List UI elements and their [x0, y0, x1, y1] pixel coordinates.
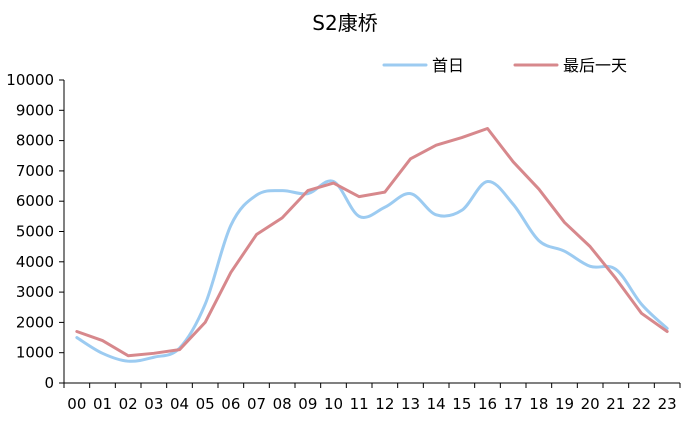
data-point [384, 191, 386, 193]
data-point [204, 303, 206, 305]
x-tick-label: 00 [67, 395, 86, 413]
y-tick-label: 5000 [16, 223, 54, 241]
data-point [666, 330, 668, 332]
data-point [153, 356, 155, 358]
x-tick-label: 04 [170, 395, 189, 413]
series-layer [75, 126, 669, 363]
data-point [153, 352, 155, 354]
data-point [486, 180, 488, 182]
y-tick-label: 6000 [16, 192, 54, 210]
x-tick-label: 14 [427, 395, 446, 413]
x-tick-label: 03 [144, 395, 163, 413]
data-point [512, 161, 514, 163]
x-tick-label: 09 [298, 395, 317, 413]
data-point [435, 144, 437, 146]
data-point [640, 312, 642, 314]
y-tick-label: 9000 [16, 101, 54, 119]
x-tick-label: 05 [196, 395, 215, 413]
data-point [358, 215, 360, 217]
data-point [409, 192, 411, 194]
series-line-1 [75, 179, 669, 363]
data-point [281, 217, 283, 219]
data-point [409, 158, 411, 160]
data-point [230, 271, 232, 273]
data-point [76, 330, 78, 332]
data-point [127, 355, 129, 357]
data-point [461, 136, 463, 138]
data-point [615, 268, 617, 270]
x-tick-label: 17 [504, 395, 523, 413]
data-point [178, 348, 180, 350]
legend-label: 最后一天 [563, 56, 627, 75]
legend-label: 首日 [432, 56, 464, 75]
data-point [512, 203, 514, 205]
data-point [589, 265, 591, 267]
x-tick-label: 20 [581, 395, 600, 413]
data-point [204, 321, 206, 323]
data-point [615, 277, 617, 279]
data-point [230, 224, 232, 226]
y-axis: 0 1000 2000 3000 4000 5000 6000 7000 8000 9000 100… [6, 71, 65, 392]
y-tick-label: 4000 [16, 253, 54, 271]
data-point [101, 339, 103, 341]
data-point [640, 303, 642, 305]
data-point [358, 195, 360, 197]
series-line-2 [75, 126, 669, 358]
x-tick-label: 11 [350, 395, 369, 413]
x-tick-label: 07 [247, 395, 266, 413]
x-tick-label: 01 [93, 395, 112, 413]
data-point [384, 206, 386, 208]
data-point [332, 182, 334, 184]
y-tick-label: 10000 [6, 71, 54, 89]
x-axis: 00 01 02 03 04 05 06 07 08 09 10 11 12 13 14 15 16 17 18 19… [63, 382, 681, 413]
data-point [127, 360, 129, 362]
y-tick-label: 8000 [16, 132, 54, 150]
x-tick-label: 13 [401, 395, 420, 413]
data-point [461, 209, 463, 211]
x-tick-label: 02 [119, 395, 138, 413]
data-point [563, 221, 565, 223]
data-point [538, 188, 540, 190]
x-tick-label: 12 [375, 395, 394, 413]
y-tick-label: 2000 [16, 313, 54, 331]
x-tick-label: 19 [555, 395, 574, 413]
x-tick-label: 21 [606, 395, 625, 413]
y-tick-label: 7000 [16, 162, 54, 180]
data-point [538, 239, 540, 241]
x-tick-label: 08 [273, 395, 292, 413]
data-point [255, 194, 257, 196]
x-tick-label: 06 [221, 395, 240, 413]
y-tick-label: 0 [44, 374, 54, 392]
data-point [307, 189, 309, 191]
data-point [76, 336, 78, 338]
x-tick-label: 10 [324, 395, 343, 413]
x-tick-label: 22 [632, 395, 651, 413]
data-point [589, 245, 591, 247]
x-tick-label: 15 [452, 395, 471, 413]
y-tick-label: 1000 [16, 344, 54, 362]
chart-title: S2康桥 [312, 11, 377, 35]
y-tick-label: 3000 [16, 283, 54, 301]
data-point [563, 250, 565, 252]
x-tick-label: 16 [478, 395, 497, 413]
x-tick-label: 18 [529, 395, 548, 413]
x-tick-label: 23 [658, 395, 677, 413]
data-point [486, 127, 488, 129]
data-point [281, 189, 283, 191]
data-point [101, 352, 103, 354]
legend: 首日 最后一天 [382, 56, 627, 75]
data-point [435, 214, 437, 216]
data-point [255, 233, 257, 235]
